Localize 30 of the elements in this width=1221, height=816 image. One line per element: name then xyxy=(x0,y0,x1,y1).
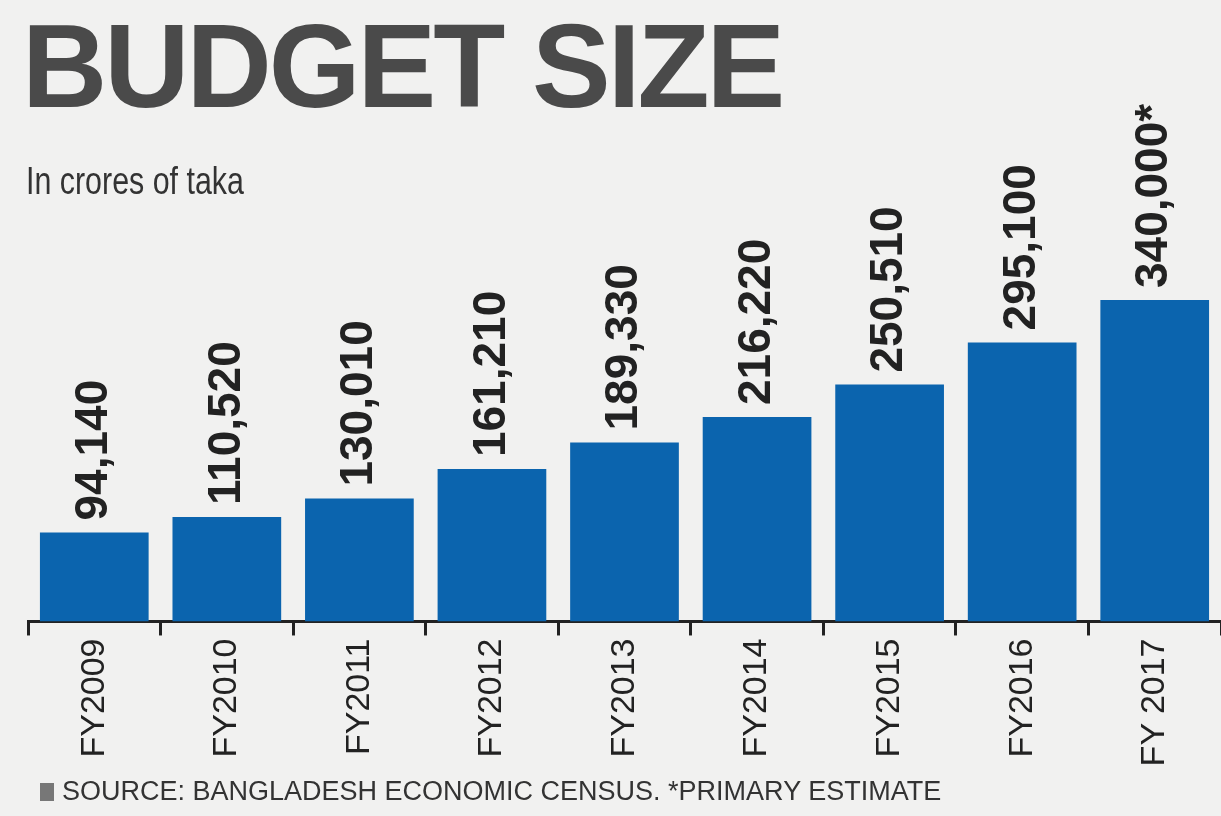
data-label: 130,010 xyxy=(330,320,383,487)
data-label: 340,000* xyxy=(1125,103,1178,288)
x-tick-label: FY2009 xyxy=(72,638,111,758)
bar xyxy=(835,384,944,622)
bar xyxy=(1100,300,1210,622)
bar xyxy=(967,342,1077,622)
data-label: 295,100 xyxy=(992,164,1045,331)
x-tick-label: FY2014 xyxy=(735,638,774,758)
chart-subtitle: In crores of taka xyxy=(26,160,244,203)
data-label: 110,520 xyxy=(197,341,250,505)
x-tick-label: FY2012 xyxy=(470,638,509,758)
data-label: 216,220 xyxy=(727,238,780,406)
chart-title: BUDGET SIZE xyxy=(22,0,783,132)
data-label: 161,210 xyxy=(462,290,515,458)
x-tick-label: FY2013 xyxy=(602,638,641,758)
data-label: 250,510 xyxy=(860,206,913,373)
bar xyxy=(570,442,679,622)
bar xyxy=(172,516,282,622)
bar xyxy=(39,532,149,622)
data-label: 94,140 xyxy=(64,379,117,521)
source-note: SOURCE: BANGLADESH ECONOMIC CENSUS. *PRIMARY ESTIMATE xyxy=(62,776,942,806)
data-label: 189,330 xyxy=(595,264,648,431)
x-tick-label: FY2010 xyxy=(205,638,244,758)
x-tick-label: FY2016 xyxy=(1000,638,1039,758)
bar xyxy=(437,469,547,622)
x-tick-label: FY2015 xyxy=(867,638,906,758)
bar xyxy=(305,498,414,622)
bar xyxy=(702,417,812,622)
x-tick-label: FY2011 xyxy=(337,638,376,756)
x-tick-label: FY 2017 xyxy=(1133,638,1172,767)
